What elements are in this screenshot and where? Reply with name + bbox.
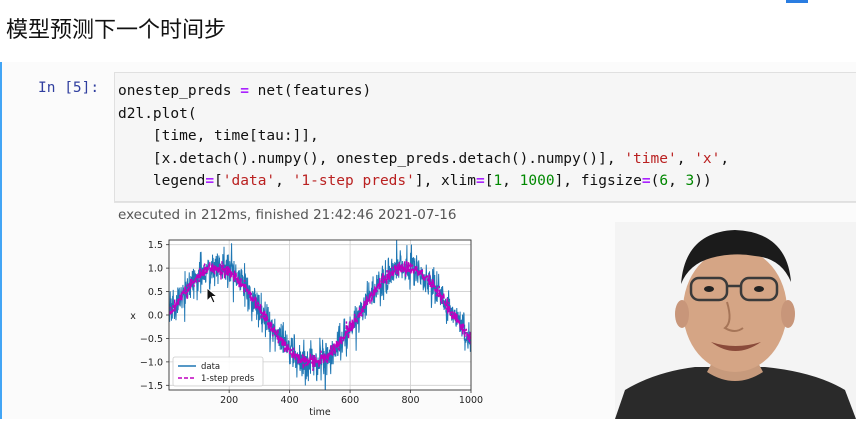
code-token: legend — [118, 173, 206, 189]
presenter-video — [615, 222, 856, 419]
legend-preds-label: 1-step preds — [201, 374, 255, 384]
code-token: '1-step preds' — [292, 173, 415, 189]
x-axis-label: time — [309, 407, 331, 418]
code-token: 1000 — [519, 173, 555, 189]
y-tick-label: 1.0 — [148, 264, 163, 275]
code-token: [ — [214, 173, 223, 189]
code-token: [x.detach().numpy(), onestep_preds.detac… — [118, 150, 625, 167]
code-token: , — [720, 150, 730, 167]
code-token: )) — [694, 173, 712, 189]
code-token: 'data' — [222, 173, 276, 189]
code-token: , — [668, 173, 686, 189]
y-tick-label: −0.5 — [140, 334, 163, 345]
code-token: ], figsize — [554, 173, 642, 189]
page-title: 模型预测下一个时间步 — [6, 18, 227, 43]
cell-prompt: In [5]: — [38, 80, 100, 96]
presenter-image — [615, 222, 856, 419]
exec-divider — [114, 202, 856, 203]
code-token: [ — [484, 173, 494, 189]
x-tick-label: 400 — [281, 395, 299, 406]
code-line: d2l.plot( — [118, 106, 197, 122]
legend-box — [172, 356, 264, 387]
code-token: , — [275, 173, 293, 189]
code-token: ], xlim — [414, 173, 476, 189]
y-tick-label: −1.5 — [140, 381, 163, 392]
plot-output: 200 400 600 800 1000 −1.5 −1.0 −0.5 0.0 0.5 1.0 1.5… — [120, 232, 490, 419]
code-token: = — [475, 173, 485, 189]
code-token: = — [641, 173, 651, 189]
selected-cell-indicator — [0, 62, 2, 419]
code-token: 3 — [685, 173, 695, 189]
code-line: onestep_preds = net(features) — [118, 83, 371, 99]
series-preds-line — [169, 260, 471, 371]
x-tick-label: 1000 — [459, 395, 483, 406]
code-token: = — [240, 83, 249, 99]
x-tick-label: 200 — [220, 395, 238, 406]
code-token: = — [205, 173, 215, 189]
y-tick-label: 1.5 — [148, 240, 163, 251]
code-token: net(features) — [248, 83, 372, 99]
y-axis-label: x — [130, 311, 136, 322]
y-tick-label: 0.0 — [148, 311, 163, 322]
code-token: , — [676, 150, 695, 167]
y-tick-label: 0.5 — [148, 287, 163, 298]
code-token: 'time' — [624, 150, 677, 167]
code-editor[interactable] — [114, 72, 856, 202]
plot-frame — [168, 239, 472, 391]
code-line: legend=['data', '1-step preds'], xlim=[1… — [118, 173, 712, 189]
code-token: 'x' — [694, 150, 721, 167]
code-line: [time, time[tau:]], — [118, 128, 319, 144]
code-line: [x.detach().numpy(), onestep_preds.detac… — [118, 151, 729, 167]
code-token: , — [502, 173, 520, 189]
x-tick-label: 800 — [401, 395, 419, 406]
execution-info: executed in 212ms, finished 21:42:46 202… — [118, 207, 457, 223]
arrow-cursor-icon — [206, 287, 219, 304]
legend-data-label: data — [201, 362, 220, 372]
line-chart: 200 400 600 800 1000 −1.5 −1.0 −0.5 0.0 0.5 1.0 1.5… — [130, 239, 483, 418]
code-text[interactable]: onestep_preds = net(features) d2l.plot( … — [118, 80, 729, 193]
y-tick-label: −1.0 — [140, 357, 163, 368]
code-token: d2l.plot( — [118, 105, 197, 122]
code-token: ( — [650, 173, 660, 189]
x-tick-label: 600 — [341, 395, 359, 406]
code-token: onestep_preds — [118, 83, 241, 99]
code-token: 6 — [659, 173, 669, 189]
code-token: 1 — [493, 173, 503, 189]
toolbar-accent — [786, 0, 808, 3]
code-token: [time, time[tau:]], — [118, 128, 319, 144]
